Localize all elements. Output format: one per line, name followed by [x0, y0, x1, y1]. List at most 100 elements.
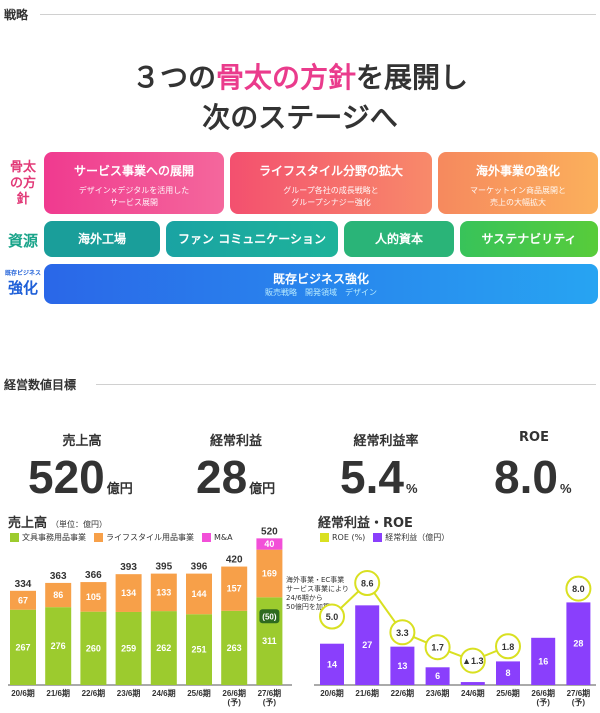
- x-tick-label: 24/6期: [461, 688, 485, 698]
- kpi-value-profit-margin: 5.4%: [340, 450, 418, 504]
- bar-total-label: 393: [120, 562, 137, 573]
- resource-human-capital: 人的資本: [344, 221, 454, 257]
- strategy-divider: [40, 14, 596, 15]
- x-tick-label: 22/6期: [391, 688, 415, 698]
- sales-chart-title: 売上高 （単位：億円）: [8, 512, 107, 531]
- legend-label: M&A: [214, 533, 233, 542]
- kpi-unit: %: [559, 481, 572, 496]
- kpi-unit: 億円: [249, 481, 276, 496]
- legend-profit: 経常利益（億円）: [373, 532, 449, 543]
- bar-total-label: 366: [85, 570, 102, 581]
- roe-label: 1.7: [431, 643, 444, 653]
- kpi-value-sales: 520 億円: [28, 450, 133, 504]
- sales-title-text: 売上高: [8, 516, 48, 531]
- roe-point: [565, 575, 592, 602]
- bar-profit: [390, 646, 415, 685]
- bar-lifestyle: [256, 549, 283, 598]
- bar-label-stationery: 267: [15, 642, 30, 652]
- strengthen-label-text: 強化: [7, 279, 38, 297]
- resource-row-label: 資源: [7, 232, 38, 250]
- legend-swatch: [202, 533, 211, 542]
- x-tick-label: 25/6期: [187, 688, 211, 698]
- sales-chart: 267 67 334 20/6期 276 86 363 21/6期 260 105 366 22/6期…: [8, 526, 292, 707]
- legend-stationery: 文具事務用品事業: [10, 532, 86, 543]
- legend-label: 経常利益（億円）: [385, 533, 450, 542]
- annotation-line: 海外事業・EC事業: [286, 576, 345, 584]
- bar-ma: [256, 538, 283, 550]
- policy-desc-2: 売上の大幅拡大: [490, 198, 546, 207]
- bar-label-profit: 13: [397, 661, 407, 671]
- bar-label-lifestyle: 86: [53, 590, 63, 600]
- bar-profit: [320, 643, 344, 685]
- x-tick-label: 25/6期: [496, 688, 520, 698]
- policy-desc-1: マーケットイン商品展開と: [470, 186, 566, 195]
- headline-pre: ３つの: [131, 61, 216, 94]
- bar-label-stationery: 262: [156, 643, 171, 653]
- bar-label-ma: 40: [264, 539, 274, 549]
- sales-legend: 文具事務用品事業 ライフスタイル用品事業 M&A: [10, 532, 241, 543]
- kpi-number: 8.0: [494, 451, 558, 503]
- bar-total-label: 363: [50, 571, 67, 582]
- bar-stationery: [115, 611, 142, 685]
- bar-profit: [566, 602, 591, 685]
- legend-swatch: [320, 533, 329, 542]
- bar-stationery: [10, 609, 36, 685]
- roe-point: [354, 570, 381, 597]
- resource-label: ファン コミュニケーション: [178, 232, 326, 246]
- bar-total-label: 420: [226, 555, 243, 566]
- bar-label-lifestyle: 144: [191, 589, 206, 599]
- annotation-line: 50億円を加算: [286, 603, 330, 611]
- annotation-line: 24/6期から: [286, 594, 323, 602]
- policy-title: ライフスタイル分野の拡大: [258, 164, 403, 178]
- resource-label: サステナビリティ: [481, 232, 577, 246]
- inset-box: [259, 609, 280, 624]
- strengthen-label-small: 既存ビジネス: [4, 270, 41, 277]
- legend-label: ライフスタイル用品事業: [106, 533, 194, 542]
- roe-point: [459, 647, 486, 674]
- legend-swatch: [94, 533, 103, 542]
- bar-label-lifestyle: 67: [18, 595, 28, 605]
- x-tick-label: (予): [537, 698, 551, 707]
- x-tick-label: 27/6期: [567, 688, 591, 698]
- headline-line-2: 次のステージへ: [202, 101, 398, 134]
- bar-lifestyle: [10, 590, 36, 610]
- bar-label-lifestyle: 105: [86, 592, 101, 602]
- bar-stationery: [45, 607, 72, 685]
- bar-label-profit: 1: [470, 674, 475, 684]
- x-tick-label: 22/6期: [82, 688, 106, 698]
- x-tick-label: (予): [263, 698, 277, 707]
- bar-profit: [496, 661, 520, 685]
- x-tick-label: 24/6期: [152, 688, 176, 698]
- roe-label: 3.3: [396, 628, 409, 638]
- headline-highlight: 骨太の方針: [215, 61, 356, 94]
- legend-label: 文具事務用品事業: [22, 533, 86, 542]
- kpi-value-ordinary-profit: 28 億円: [196, 450, 275, 504]
- policy-desc-1: グループ各社の成長戦略と: [283, 186, 379, 195]
- inset-label: (50): [262, 612, 277, 621]
- kpi-unit: %: [405, 481, 418, 496]
- kpi-number: 5.4: [340, 451, 404, 503]
- headline-post: を展開し: [356, 61, 469, 94]
- strategy-headline: ３つの骨太の方針を展開し 次のステージへ: [0, 58, 600, 138]
- bar-stationery: [221, 610, 248, 685]
- legend-roe: ROE (%): [320, 533, 365, 542]
- kpi-number: 520: [28, 451, 105, 503]
- existing-business-strengthen: 既存ビジネス強化 販売戦略 開発領域 デザイン: [44, 264, 598, 304]
- resource-overseas-factory: 海外工場: [44, 221, 160, 257]
- headline-line-1: ３つの骨太の方針を展開し: [0, 58, 600, 98]
- kpi-number: 28: [196, 451, 248, 503]
- kpi-label-sales: 売上高: [62, 434, 102, 449]
- bar-label-stationery: 311: [262, 636, 277, 646]
- x-tick-label: 23/6期: [117, 688, 141, 698]
- legend-swatch: [373, 533, 383, 542]
- x-tick-label: 23/6期: [426, 688, 450, 698]
- roe-point: [495, 633, 521, 660]
- bar-profit: [460, 682, 485, 685]
- legend-label: ROE (%): [332, 533, 366, 542]
- policy-label-text: 骨太の方針: [9, 160, 36, 207]
- resource-sustainability: サステナビリティ: [460, 221, 598, 257]
- policy-overseas-strengthen: 海外事業の強化 マーケットイン商品展開と 売上の大幅拡大: [438, 152, 598, 214]
- strengthen-row-label: 既存ビジネス 強化: [2, 268, 44, 298]
- bar-label-lifestyle: 157: [227, 584, 242, 594]
- x-tick-label: 21/6期: [46, 688, 70, 698]
